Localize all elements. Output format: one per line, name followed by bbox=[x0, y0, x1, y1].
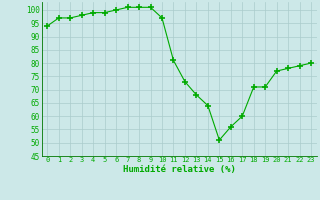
X-axis label: Humidité relative (%): Humidité relative (%) bbox=[123, 165, 236, 174]
